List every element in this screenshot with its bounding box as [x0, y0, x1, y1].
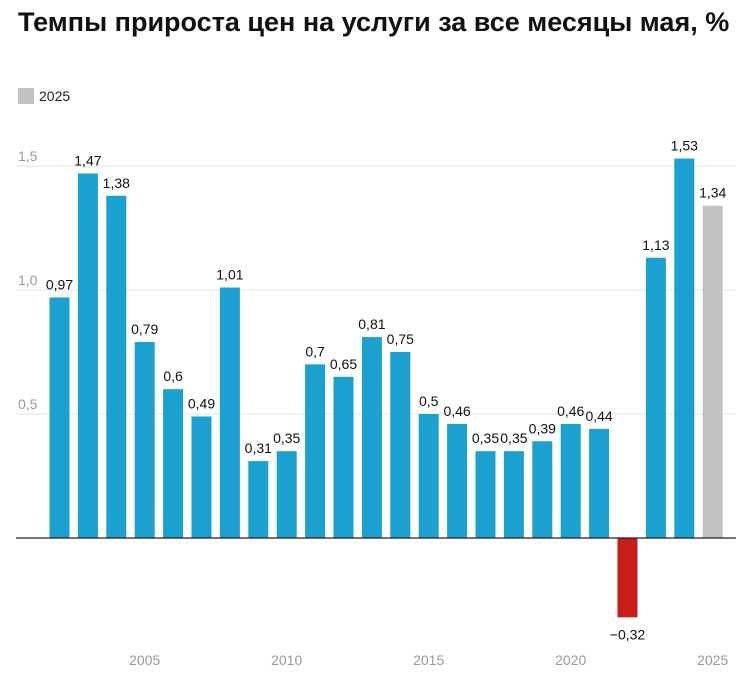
- bar-2025: [702, 205, 723, 538]
- data-label-2017: 0,35: [472, 430, 499, 446]
- bars: [49, 158, 723, 618]
- bar-2004: [106, 195, 127, 538]
- legend-label-2025: 2025: [39, 88, 71, 104]
- chart-title: Темпы прироста цен на услуги за все меся…: [18, 7, 730, 37]
- x-tick-label: 2025: [697, 652, 728, 668]
- data-label-2021: 0,44: [585, 408, 612, 424]
- x-tick-label: 2005: [129, 652, 160, 668]
- y-tick-label: 1,0: [18, 272, 38, 288]
- bar-2014: [390, 352, 411, 538]
- bar-2002: [49, 297, 70, 538]
- data-label-2023: 1,13: [642, 237, 669, 253]
- bar-2013: [361, 337, 382, 538]
- data-label-2002: 0,97: [46, 276, 73, 292]
- y-tick-label: 0,5: [18, 396, 38, 412]
- data-label-2015: 0,5: [419, 393, 439, 409]
- bar-2023: [645, 257, 666, 538]
- data-label-2020: 0,46: [557, 403, 584, 419]
- bar-2020: [560, 423, 581, 538]
- data-label-2024: 1,53: [671, 138, 698, 154]
- data-label-2012: 0,65: [330, 356, 357, 372]
- data-label-2011: 0,7: [305, 343, 325, 359]
- x-tick-label: 2020: [555, 652, 586, 668]
- x-tick-label: 2015: [413, 652, 444, 668]
- bar-2021: [589, 428, 610, 538]
- data-label-2007: 0,49: [188, 395, 215, 411]
- data-labels: 0,971,471,380,790,60,491,010,310,350,70,…: [46, 138, 727, 643]
- data-label-2013: 0,81: [358, 316, 385, 332]
- bar-2011: [305, 364, 326, 538]
- data-label-2025: 1,34: [699, 185, 726, 201]
- bar-2018: [503, 451, 524, 538]
- bar-2012: [333, 376, 354, 538]
- chart-legend: 2025: [18, 88, 70, 104]
- y-tick-label: 1,5: [18, 148, 38, 164]
- bar-2010: [276, 451, 297, 538]
- data-label-2018: 0,35: [500, 430, 527, 446]
- x-tick-label: 2010: [271, 652, 302, 668]
- bar-2024: [674, 158, 695, 538]
- data-label-2003: 1,47: [74, 152, 101, 168]
- bar-2003: [77, 173, 98, 538]
- y-axis-ticks: 0,5 1,0 1,5: [18, 148, 38, 412]
- bar-2005: [134, 342, 155, 538]
- data-label-2009: 0,31: [245, 440, 272, 456]
- bar-2006: [163, 389, 184, 538]
- bar-2008: [219, 287, 240, 538]
- bar-2009: [248, 461, 269, 538]
- bar-2017: [475, 451, 496, 538]
- bar-2022: [617, 538, 638, 618]
- data-label-2005: 0,79: [131, 321, 158, 337]
- legend-swatch-2025: [18, 88, 34, 104]
- x-axis-ticks: 2005 2010 2015 2020 2025: [129, 652, 728, 668]
- data-label-2006: 0,6: [163, 368, 183, 384]
- data-label-2014: 0,75: [387, 331, 414, 347]
- data-label-2010: 0,35: [273, 430, 300, 446]
- bar-2015: [418, 414, 439, 538]
- data-label-2004: 1,38: [103, 175, 130, 191]
- bar-2016: [447, 423, 468, 538]
- bar-2019: [532, 441, 553, 538]
- data-label-2019: 0,39: [529, 420, 556, 436]
- data-label-2008: 1,01: [216, 267, 243, 283]
- data-label-2022: −0,32: [610, 626, 646, 642]
- data-label-2016: 0,46: [443, 403, 470, 419]
- bar-2007: [191, 416, 212, 538]
